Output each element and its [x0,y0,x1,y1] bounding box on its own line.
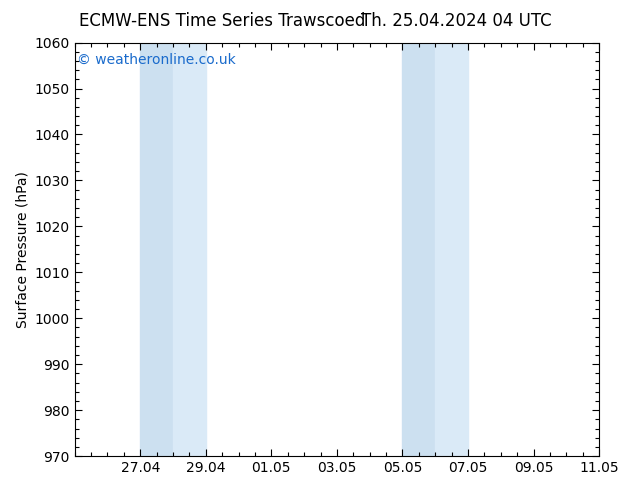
Y-axis label: Surface Pressure (hPa): Surface Pressure (hPa) [15,171,29,328]
Text: ECMW-ENS Time Series Trawscoed: ECMW-ENS Time Series Trawscoed [79,12,365,30]
Text: Th. 25.04.2024 04 UTC: Th. 25.04.2024 04 UTC [361,12,552,30]
Bar [173,43,206,456]
Bar [436,43,468,456]
Bar [403,43,436,456]
Text: © weatheronline.co.uk: © weatheronline.co.uk [77,53,236,67]
Bar [140,43,173,456]
